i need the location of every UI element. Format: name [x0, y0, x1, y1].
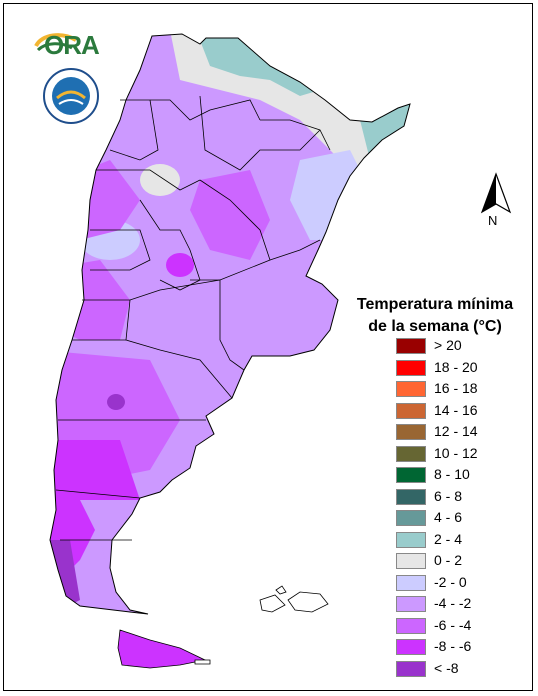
legend-label: < -8 [434, 659, 459, 676]
legend-label: 6 - 8 [434, 487, 463, 504]
legend-label: 10 - 12 [434, 444, 478, 461]
legend-swatch [396, 359, 426, 376]
legend-label: -4 - -2 [434, 595, 472, 611]
ora-logo [32, 30, 104, 62]
smn-seal-logo [43, 68, 99, 124]
legend-label: 12 - 14 [434, 423, 478, 439]
north-label: N [488, 213, 498, 228]
legend-swatch [396, 553, 426, 569]
legend-label: -8 - -6 [434, 638, 472, 654]
legend-label: 14 - 16 [434, 401, 478, 418]
legend-swatch [396, 639, 426, 655]
legend-swatch [396, 402, 426, 419]
legend-swatch [396, 510, 426, 526]
province-borders [49, 33, 411, 615]
legend-swatch [396, 338, 426, 354]
legend-title-line2: de la semana (°C) [368, 318, 502, 335]
north-arrow-icon [478, 172, 514, 230]
legend-swatch [396, 617, 426, 634]
map-frame [3, 3, 533, 691]
legend-title: Temperatura mínima de la semana (°C) [340, 294, 530, 338]
legend-swatch [396, 488, 426, 505]
legend-title-line1: Temperatura mínima [356, 296, 514, 313]
legend-label: 0 - 2 [434, 552, 463, 568]
legend-label: -6 - -4 [434, 616, 472, 633]
legend-swatch [396, 660, 426, 677]
legend-label: 18 - 20 [434, 358, 478, 375]
legend-swatch [396, 531, 426, 548]
legend-label: 8 - 10 [434, 466, 470, 482]
legend-label: 2 - 4 [434, 530, 463, 547]
legend-swatch [396, 445, 426, 462]
legend-swatch [396, 574, 426, 591]
legend-label: -2 - 0 [434, 573, 467, 590]
legend-swatch [396, 467, 426, 483]
legend-swatch [396, 381, 426, 397]
legend-label: 16 - 18 [434, 380, 478, 396]
legend-swatch [396, 596, 426, 612]
ora-logo-text: ORA [44, 30, 100, 60]
legend-swatch [396, 424, 426, 440]
legend-label: > 20 [434, 337, 462, 353]
malvinas-islands [259, 585, 329, 613]
tierra-del-fuego [117, 629, 211, 669]
legend-label: 4 - 6 [434, 509, 463, 525]
